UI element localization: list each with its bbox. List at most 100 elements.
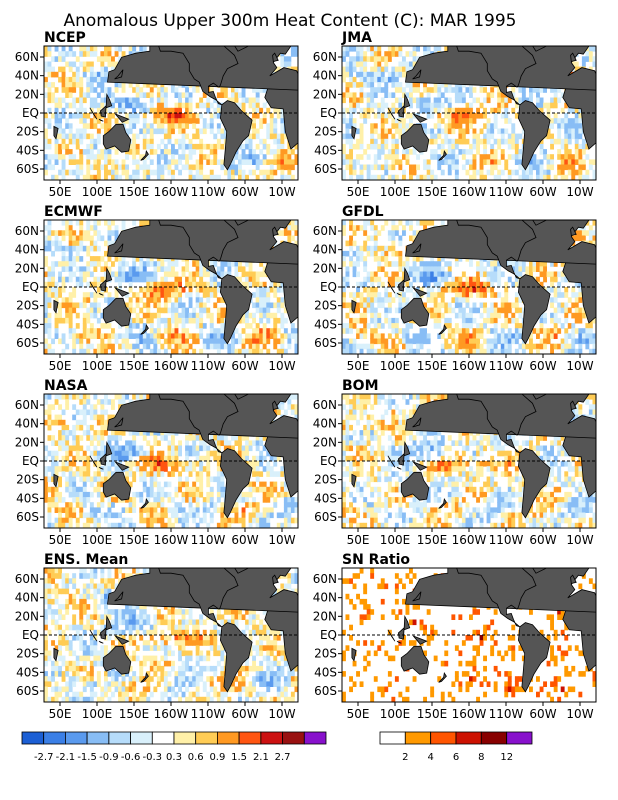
lat-tick-label: 40S	[16, 491, 39, 505]
lat-tick-label: 60S	[16, 162, 39, 176]
lat-tick-label: EQ	[320, 454, 337, 468]
colorbars: -2.7 -2.1 -1.5 -0.9 -0.6 -0.3 0.3 0.6 0.9 1.5 2.1 2…	[21, 731, 533, 763]
colorbar-swatch	[260, 731, 283, 745]
panel-title: GFDL	[342, 204, 384, 220]
colorbar-swatch	[195, 731, 218, 745]
lon-tick-label: 160W	[452, 359, 487, 373]
lat-tick-label: 40S	[16, 143, 39, 157]
lat-tick-label: 40N	[15, 591, 39, 605]
lon-tick-label: 100E	[82, 707, 113, 721]
colorbar-label: 0.3	[166, 752, 182, 763]
panel-bom: BOM 60N 40N 20N EQ 20S 40S 60S 50E 100E 150E 160W 11…	[313, 378, 597, 547]
lat-tick-label: 20S	[16, 473, 39, 487]
lon-tick-label: 110W	[191, 185, 226, 199]
colorbar-swatch	[430, 731, 457, 745]
lat-tick-label: 40S	[16, 317, 39, 331]
panel-title: BOM	[342, 378, 379, 394]
lon-tick-label: 60W	[529, 707, 556, 721]
colorbar-swatch	[43, 731, 66, 745]
colorbar-label: 2	[402, 752, 408, 763]
lon-tick-label: 50E	[347, 185, 370, 199]
colorbar-label: 4	[428, 752, 434, 763]
colorbar-swatch	[108, 731, 132, 745]
lat-tick-label: 60S	[16, 510, 39, 524]
colorbar-swatch	[65, 731, 88, 745]
panel-title: JMA	[341, 30, 372, 46]
lat-tick-label: 20S	[314, 473, 337, 487]
lon-tick-label: 150E	[417, 707, 448, 721]
lat-tick-label: 60N	[15, 398, 39, 412]
map-area	[44, 568, 298, 702]
map-area	[342, 568, 596, 702]
lat-tick-label: 60N	[313, 224, 337, 238]
lon-tick-label: 150E	[119, 707, 150, 721]
colorbar-swatch	[282, 731, 305, 745]
lon-tick-label: 60W	[231, 533, 258, 547]
colorbar-label: 12	[500, 752, 513, 763]
colorbar-swatch	[151, 731, 175, 745]
lat-tick-label: 60N	[15, 50, 39, 64]
lat-tick-label: 60S	[314, 162, 337, 176]
lat-tick-label: 40S	[314, 665, 337, 679]
map-area	[44, 46, 298, 180]
lon-tick-label: 50E	[49, 359, 72, 373]
lat-tick-label: 60S	[314, 336, 337, 350]
panel-title: SN Ratio	[342, 552, 410, 568]
colorbar-label: -2.1	[56, 752, 76, 763]
lat-tick-label: 20S	[16, 647, 39, 661]
lat-tick-label: 20N	[313, 87, 337, 101]
lat-tick-label: EQ	[320, 106, 337, 120]
lon-tick-label: 100E	[380, 707, 411, 721]
lon-tick-label: 160W	[452, 185, 487, 199]
lat-tick-label: 40N	[313, 417, 337, 431]
map-area	[342, 46, 596, 180]
lon-tick-label: 50E	[49, 707, 72, 721]
lat-tick-label: 60S	[16, 684, 39, 698]
lat-tick-label: 20N	[313, 609, 337, 623]
lat-tick-label: EQ	[22, 628, 39, 642]
lon-tick-label: 10W	[566, 533, 593, 547]
map-area	[44, 394, 298, 528]
lon-tick-label: 50E	[347, 533, 370, 547]
lat-tick-label: 20N	[15, 87, 39, 101]
lat-tick-label: 60N	[15, 224, 39, 238]
colorbar-swatch	[21, 731, 45, 745]
lon-tick-label: 60W	[529, 533, 556, 547]
colorbar-swatch	[480, 731, 507, 745]
lon-tick-label: 110W	[489, 533, 524, 547]
colorbar-label: -0.9	[99, 752, 119, 763]
lat-tick-label: EQ	[320, 280, 337, 294]
lon-tick-label: 150E	[417, 359, 448, 373]
land-mask	[53, 46, 298, 171]
lat-tick-label: EQ	[320, 628, 337, 642]
land-mask	[53, 394, 298, 519]
map-area	[342, 220, 596, 354]
lon-tick-label: 10W	[566, 359, 593, 373]
colorbar-swatch	[216, 731, 240, 745]
panel-jma: JMA 60N 40N 20N EQ 20S 40S 60S 50E 100E 150E 160W 11…	[313, 30, 597, 199]
lon-tick-label: 10W	[566, 707, 593, 721]
colorbar-swatch	[130, 731, 153, 745]
lon-tick-label: 160W	[154, 185, 189, 199]
colorbar-anomaly: -2.7 -2.1 -1.5 -0.9 -0.6 -0.3 0.3 0.6 0.9 1.5 2.1 2…	[21, 731, 327, 763]
lat-tick-label: EQ	[22, 454, 39, 468]
land-mask	[351, 220, 596, 345]
colorbar-swatch	[455, 731, 482, 745]
panel-title: ENS. Mean	[44, 552, 128, 568]
panel-ens-mean: ENS. Mean 60N 40N 20N EQ 20S 40S 60S 50E 100E 150E…	[15, 552, 299, 721]
lon-tick-label: 10W	[268, 359, 295, 373]
lat-tick-label: 20N	[15, 435, 39, 449]
lat-tick-label: EQ	[22, 106, 39, 120]
colorbar-swatch	[238, 731, 262, 745]
colorbar-label: -2.7	[34, 752, 54, 763]
lon-tick-label: 150E	[119, 359, 150, 373]
lat-tick-label: 20N	[15, 609, 39, 623]
lat-tick-label: 60N	[15, 572, 39, 586]
lon-tick-label: 60W	[529, 359, 556, 373]
lon-tick-label: 60W	[529, 185, 556, 199]
